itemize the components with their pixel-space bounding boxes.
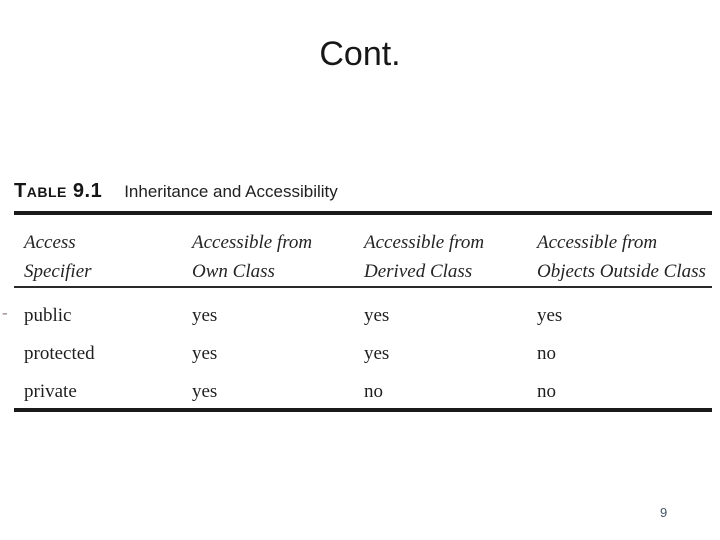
cell-outside-class: yes — [537, 305, 563, 326]
cell-derived-class: no — [364, 381, 383, 402]
cell-outside-class: no — [537, 381, 556, 402]
table-header-row: Access Specifier Accessible from Own Cla… — [14, 215, 712, 286]
cell-own-class: yes — [192, 343, 218, 364]
table-top-rule — [14, 211, 712, 215]
table-bottom-rule — [14, 408, 712, 412]
cell-own-class: yes — [192, 305, 218, 326]
column-header-derived-class: Accessible from Derived Class — [364, 232, 485, 282]
column-header-own-class: Accessible from Own Class — [192, 232, 313, 282]
table-header-rule — [14, 286, 712, 288]
dash-bullet: - — [2, 303, 8, 322]
cell-own-class: yes — [192, 381, 218, 402]
cell-specifier: public — [24, 305, 72, 326]
table-body: public yes yes yes protected yes yes no … — [14, 288, 712, 408]
cell-specifier: private — [24, 381, 77, 402]
column-header-objects-outside-class: Accessible from Objects Outside Class — [537, 232, 706, 282]
page-title: Cont. — [319, 35, 401, 73]
table-caption-title: Inheritance and Accessibility — [124, 182, 338, 201]
slide-page-number: 9 — [660, 505, 668, 520]
cell-specifier: protected — [24, 343, 95, 364]
table-row: private yes no no — [24, 364, 712, 402]
table-row: protected yes yes no — [24, 326, 712, 364]
cell-derived-class: yes — [364, 305, 390, 326]
table-caption: Table 9.1 Inheritance and Accessibility — [14, 179, 712, 204]
column-header-access-specifier: Access Specifier — [24, 232, 92, 282]
cell-outside-class: no — [537, 343, 556, 364]
table-figure: Table 9.1 Inheritance and Accessibility … — [14, 179, 712, 412]
table-row: public yes yes yes — [24, 288, 712, 326]
table-caption-label: Table 9.1 — [14, 180, 103, 202]
cell-derived-class: yes — [364, 343, 390, 364]
